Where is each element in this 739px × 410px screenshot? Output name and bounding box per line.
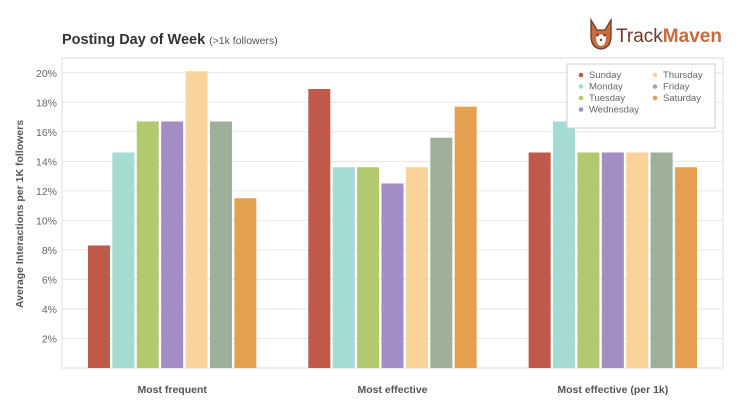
bar-saturday-1: [234, 198, 257, 368]
y-tick-label: 4%: [42, 304, 57, 316]
y-tick-label: 2%: [42, 333, 57, 345]
legend-swatch-sunday: [578, 72, 584, 78]
bar-thursday-1: [185, 71, 208, 369]
legend-swatch-tuesday: [578, 95, 584, 101]
brand-name-part1: Track: [616, 26, 663, 47]
chart-title-main: Posting Day of Week: [62, 32, 206, 48]
legend-label-sunday: Sunday: [589, 70, 621, 81]
bar-wednesday-2: [381, 183, 404, 368]
bar-monday-3: [553, 121, 576, 368]
legend-swatch-monday: [578, 84, 584, 89]
chart-subtitle: (>1k followers): [209, 35, 278, 47]
y-tick-label: 20%: [36, 68, 57, 80]
bar-thursday-3: [626, 152, 649, 368]
legend-swatch-friday: [652, 84, 658, 89]
legend-label-friday: Friday: [663, 82, 690, 93]
bar-saturday-3: [675, 167, 698, 368]
x-axis-categories: Most frequent Most effective Most effectiv…: [137, 384, 668, 396]
bar-friday-2: [430, 137, 453, 368]
bar-thursday-2: [405, 167, 428, 368]
y-tick-label: 16%: [36, 127, 57, 139]
y-axis-label: Average Interactions per 1K followers: [14, 120, 26, 308]
bar-monday-2: [332, 167, 355, 368]
y-tick-label: 8%: [42, 245, 57, 257]
brand-logo: TrackMaven: [590, 17, 722, 50]
y-tick-label: 10%: [36, 215, 57, 227]
bar-sunday-3: [528, 152, 551, 368]
bar-wednesday-1: [161, 121, 184, 368]
brand-name-part2: Maven: [663, 26, 722, 47]
corgi-eye-right: [603, 33, 606, 37]
legend-label-wednesday: Wednesday: [589, 105, 639, 116]
y-tick-label: 18%: [36, 97, 57, 109]
bar-sunday-2: [308, 89, 331, 368]
corgi-icon: [590, 17, 612, 50]
legend-box: [566, 63, 716, 129]
brand-name: TrackMaven: [616, 26, 722, 47]
y-tick-label: 14%: [36, 156, 57, 168]
legend-swatch-thursday: [652, 72, 658, 78]
chart-title: Posting Day of Week (>1k followers): [62, 32, 278, 48]
bar-tuesday-3: [577, 152, 600, 368]
bar-friday-3: [650, 152, 673, 368]
x-category-label: Most frequent: [137, 384, 207, 396]
y-axis-ticks: 2% 4% 6% 8% 10% 12% 14% 16% 18% 20%: [36, 68, 57, 346]
legend-label-tuesday: Tuesday: [589, 93, 625, 104]
bar-monday-1: [112, 152, 135, 368]
bar-tuesday-1: [136, 121, 159, 368]
legend-swatch-saturday: [652, 95, 658, 101]
bar-friday-1: [209, 121, 232, 368]
bar-saturday-2: [454, 106, 477, 368]
legend-label-saturday: Saturday: [663, 93, 701, 104]
bars: [87, 71, 698, 369]
y-tick-label: 12%: [36, 186, 57, 198]
legend-label-monday: Monday: [589, 82, 623, 93]
corgi-eye-left: [596, 33, 599, 37]
legend-label-thursday: Thursday: [663, 70, 703, 81]
x-category-label: Most effective (per 1k): [557, 384, 668, 396]
bar-sunday-1: [87, 245, 110, 368]
x-category-label: Most effective: [357, 384, 427, 396]
legend-swatch-wednesday: [578, 107, 584, 112]
bar-tuesday-2: [357, 167, 380, 368]
y-tick-label: 6%: [42, 274, 57, 286]
corgi-nose: [599, 38, 603, 42]
bar-wednesday-3: [601, 152, 624, 368]
